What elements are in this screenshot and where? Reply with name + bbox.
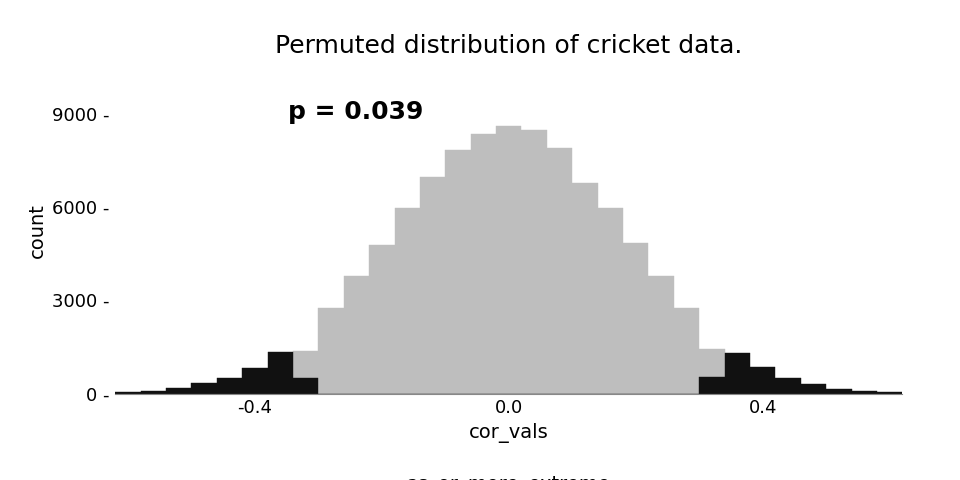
- Bar: [293, 351, 319, 394]
- Bar: [395, 208, 420, 394]
- Bar: [344, 276, 370, 394]
- X-axis label: cor_vals: cor_vals: [468, 423, 549, 443]
- Bar: [242, 368, 268, 394]
- Bar: [293, 378, 319, 394]
- Bar: [445, 150, 470, 394]
- Bar: [674, 309, 699, 394]
- Bar: [598, 208, 623, 394]
- Title: Permuted distribution of cricket data.: Permuted distribution of cricket data.: [276, 34, 742, 58]
- Bar: [699, 377, 725, 394]
- Bar: [115, 392, 140, 394]
- Bar: [801, 384, 827, 394]
- Y-axis label: count: count: [28, 203, 47, 258]
- Bar: [572, 183, 598, 394]
- Bar: [776, 378, 801, 394]
- Bar: [547, 148, 572, 394]
- Bar: [319, 309, 344, 394]
- Bar: [852, 391, 877, 394]
- Bar: [623, 243, 648, 394]
- Bar: [496, 126, 521, 394]
- Bar: [191, 383, 217, 394]
- Bar: [750, 367, 776, 394]
- Bar: [140, 391, 166, 394]
- Bar: [725, 353, 750, 394]
- Bar: [470, 134, 496, 394]
- Bar: [370, 244, 395, 394]
- Bar: [268, 352, 293, 394]
- Bar: [521, 131, 547, 394]
- Text: p = 0.039: p = 0.039: [288, 100, 423, 124]
- Bar: [827, 389, 852, 394]
- Bar: [217, 378, 242, 394]
- Legend: FALSE, TRUE: FALSE, TRUE: [401, 475, 616, 480]
- Bar: [877, 392, 902, 394]
- Bar: [420, 177, 445, 394]
- Bar: [648, 276, 674, 394]
- Bar: [166, 388, 191, 394]
- Bar: [699, 349, 725, 394]
